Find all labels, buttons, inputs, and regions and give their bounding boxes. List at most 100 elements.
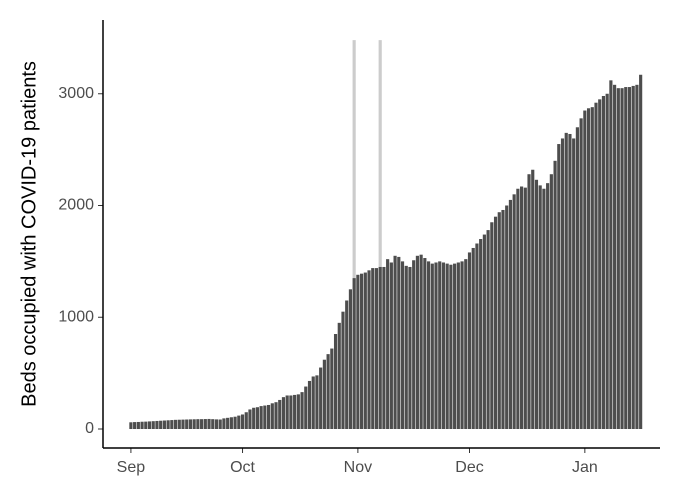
bar — [200, 419, 204, 430]
bar — [263, 405, 267, 430]
bar — [497, 212, 501, 430]
bar — [378, 266, 382, 430]
bar — [307, 380, 312, 430]
bar — [586, 108, 591, 430]
bar — [613, 84, 617, 430]
bar — [594, 102, 598, 430]
bar — [631, 85, 635, 430]
bar — [281, 397, 286, 430]
bar — [482, 234, 486, 430]
x-tick-label: Jan — [572, 459, 598, 476]
bar — [601, 95, 606, 430]
bar — [293, 394, 297, 430]
bar — [527, 174, 531, 430]
bar — [155, 420, 159, 430]
bar — [322, 359, 326, 430]
y-tick-label: 1000 — [58, 308, 94, 325]
bar — [144, 421, 148, 430]
bar — [352, 40, 356, 430]
bar — [240, 414, 245, 430]
bar — [460, 261, 464, 430]
bar — [415, 255, 419, 430]
bar — [456, 262, 460, 430]
x-tick-label: Nov — [344, 459, 372, 476]
bar — [553, 160, 557, 430]
bar — [326, 354, 330, 430]
bar — [516, 188, 520, 430]
bar — [583, 110, 587, 430]
bar — [270, 403, 274, 430]
bar — [471, 247, 475, 430]
bar — [374, 268, 379, 430]
bar — [426, 261, 431, 430]
bar — [590, 107, 594, 430]
bar — [520, 186, 524, 430]
bar — [404, 265, 408, 430]
bar — [285, 395, 289, 430]
bar — [560, 138, 565, 430]
bar — [289, 395, 293, 430]
bar — [188, 419, 193, 430]
bar — [170, 420, 174, 430]
x-tick-label: Sep — [117, 459, 146, 476]
bar — [386, 259, 390, 430]
bar — [356, 274, 360, 430]
bar — [315, 375, 319, 430]
bar — [639, 74, 643, 430]
bar — [173, 419, 178, 430]
bar — [133, 422, 137, 430]
bar — [523, 187, 527, 430]
bar — [505, 205, 509, 430]
bar — [531, 169, 535, 430]
bar — [226, 417, 230, 430]
bar — [233, 416, 237, 430]
y-axis-label: Beds occupied with COVID-19 patients — [18, 61, 40, 407]
bar — [400, 261, 405, 430]
bar — [486, 230, 490, 430]
bar — [311, 376, 315, 430]
bar — [616, 88, 620, 430]
bar — [575, 127, 579, 430]
bar — [549, 174, 553, 430]
bar — [382, 266, 386, 430]
bar — [430, 263, 434, 430]
bar — [229, 417, 233, 430]
bar — [419, 254, 423, 430]
bar — [330, 348, 334, 430]
bar — [412, 260, 416, 430]
bar — [319, 367, 323, 430]
bar — [598, 99, 602, 430]
bar — [218, 419, 222, 430]
bar — [475, 243, 479, 430]
bar — [252, 407, 256, 430]
x-tick-label: Oct — [230, 459, 255, 476]
bar — [266, 404, 271, 430]
y-tick-label: 2000 — [58, 197, 94, 214]
bar — [423, 258, 427, 430]
bar — [635, 84, 639, 430]
bar — [333, 334, 338, 430]
bar — [278, 399, 282, 430]
bar — [162, 420, 166, 430]
bar — [438, 261, 442, 430]
bar — [467, 252, 472, 430]
bar — [572, 138, 576, 430]
bar — [538, 185, 542, 430]
bar — [609, 80, 613, 430]
bar — [348, 289, 353, 430]
bar — [512, 194, 516, 430]
bar — [493, 216, 498, 430]
bar — [244, 412, 248, 430]
bar — [501, 209, 505, 430]
bar — [259, 406, 263, 430]
bar — [508, 199, 513, 430]
bar — [624, 87, 628, 430]
y-tick-label: 3000 — [58, 85, 94, 102]
bar — [177, 419, 181, 430]
bar — [408, 266, 412, 430]
bar — [546, 183, 550, 430]
bar — [363, 272, 367, 430]
bar — [464, 259, 468, 430]
bar — [140, 421, 144, 430]
